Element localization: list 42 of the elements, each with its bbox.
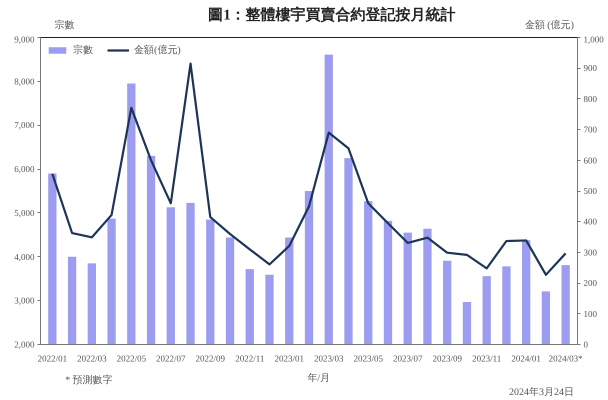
y-tick-label: 6,000	[14, 164, 35, 174]
text: * 預測數字	[65, 374, 113, 386]
y-tick-label: 4,000	[14, 252, 35, 262]
x-tick-label: 2023/11	[472, 354, 502, 364]
x-tick-label: 2024/03*	[548, 354, 584, 364]
line-series	[51, 62, 567, 276]
y-tick-label: 2,000	[14, 340, 35, 350]
x-tick-label: 2023/01	[274, 354, 304, 364]
x-tick-label: 2022/11	[235, 354, 264, 364]
y2-tick-label: 700	[584, 124, 598, 135]
y2-tick-label: 300	[584, 247, 598, 258]
x-tick-label: 2024/01	[511, 354, 541, 364]
y-tick-label: 3,000	[14, 296, 35, 306]
y2-tick-label: 200	[584, 278, 598, 288]
x-axis-title: 年/月	[307, 372, 330, 384]
text: 2024年3月24日	[508, 386, 574, 398]
x-tick-label: 2023/03	[314, 354, 344, 364]
y-tick-label: 7,000	[14, 120, 35, 130]
y2-tick-label: 1,000	[584, 34, 604, 44]
x-tick-label: 2022/05	[116, 354, 147, 364]
chart-title: 圖1：整體樓宇買賣合約登記按月統計	[208, 6, 456, 24]
y-tick-label: 8,000	[14, 76, 35, 86]
y-axis-title: 宗數	[54, 19, 75, 31]
y2-tick-label: 500	[584, 186, 598, 196]
legend-label: 金額(億元)	[134, 44, 181, 57]
x-tick-label: 2023/07	[392, 354, 423, 364]
x-tick-label: 2023/09	[432, 354, 462, 364]
y-tick-label: 9,000	[14, 34, 35, 44]
y2-tick-label: 900	[584, 63, 598, 74]
x-tick-label: 2022/09	[196, 354, 226, 364]
y-tick-label: 5,000	[14, 208, 35, 218]
x-tick-label: 2022/03	[77, 354, 108, 364]
x-tick-label: 2022/01	[38, 354, 68, 364]
y2-axis-title: 金額 (億元)	[524, 19, 574, 31]
y2-tick-label: 600	[584, 155, 598, 166]
y2-tick-label: 100	[584, 308, 598, 319]
legend-label: 宗數	[73, 44, 93, 57]
x-tick-label: 2022/07	[156, 354, 186, 364]
y2-tick-label: 400	[584, 216, 598, 227]
y2-tick-label: 0	[584, 340, 588, 350]
y2-tick-label: 800	[584, 94, 598, 104]
x-tick-label: 2023/05	[353, 354, 384, 364]
